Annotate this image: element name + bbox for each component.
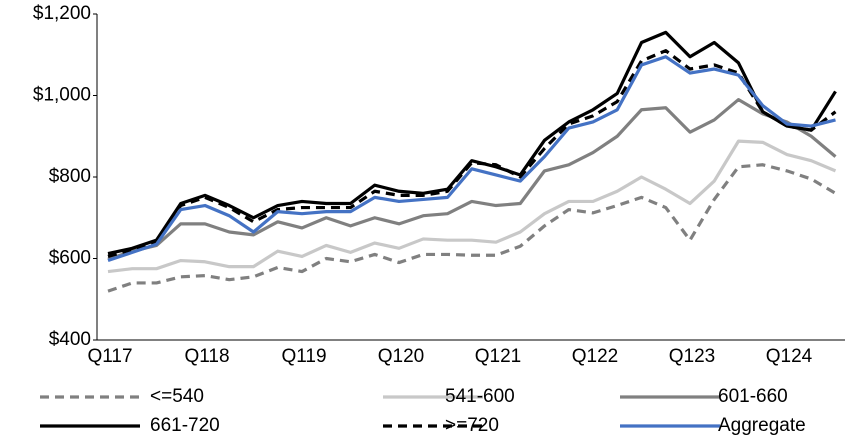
y-tick-label: $1,000 [33, 85, 91, 106]
y-tick-label: $400 [49, 329, 91, 350]
y-tick-label: $1,200 [33, 3, 91, 24]
series-line [107, 139, 837, 274]
y-tick-label: $800 [49, 166, 91, 187]
legend-label: 601-660 [718, 386, 788, 407]
x-tick-label: Q123 [669, 346, 715, 367]
legend-label: 661-720 [150, 415, 220, 436]
x-tick-label: Q119 [281, 346, 326, 367]
series-line [107, 55, 836, 263]
series-line [107, 30, 837, 256]
y-tick-label: $600 [49, 248, 91, 269]
x-tick-label: Q121 [475, 346, 521, 367]
x-tick-label: Q118 [184, 346, 229, 367]
legend-label: <=540 [150, 386, 204, 407]
x-tick-label: Q122 [572, 346, 618, 367]
legend-label: Aggregate [718, 415, 806, 436]
x-tick-label: Q117 [87, 346, 132, 367]
legend-label: 541-600 [445, 386, 515, 407]
x-tick-label: Q120 [378, 346, 424, 367]
series-line [107, 97, 837, 261]
x-tick-label: Q124 [766, 346, 813, 367]
series-line [107, 163, 837, 293]
legend-label: >=720 [445, 415, 499, 436]
series-line [107, 49, 837, 259]
